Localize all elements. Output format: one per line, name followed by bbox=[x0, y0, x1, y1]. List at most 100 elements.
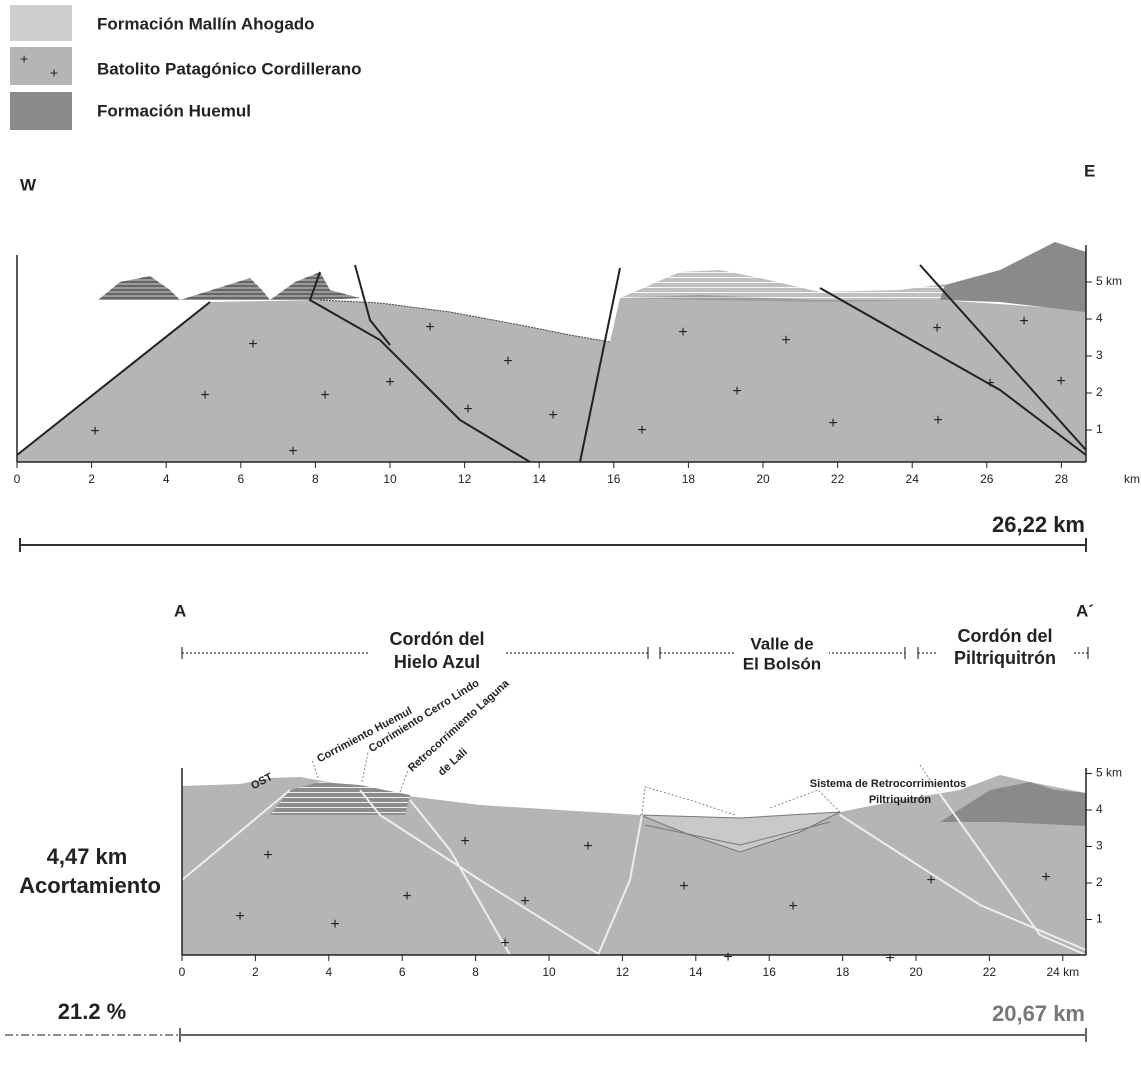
cross-symbol: + bbox=[385, 374, 394, 391]
cross-symbol: + bbox=[1019, 313, 1028, 330]
x-tick-label: 26 bbox=[980, 472, 994, 486]
cross-symbol: + bbox=[460, 833, 469, 850]
section-1 bbox=[17, 242, 1086, 462]
cross-symbol: + bbox=[678, 324, 687, 341]
cross-symbol: + bbox=[933, 412, 942, 429]
cross-symbol: + bbox=[402, 888, 411, 905]
end-label: A´ bbox=[1076, 601, 1094, 620]
cross-symbol: + bbox=[288, 443, 297, 460]
shortening-percent: 21.2 % bbox=[58, 999, 127, 1024]
x-tick-label: 22 bbox=[831, 472, 845, 486]
x-tick-label: 0 bbox=[14, 472, 21, 486]
cross-symbol: + bbox=[235, 908, 244, 925]
x-tick-label: 24 bbox=[906, 472, 920, 486]
legend-label: Formación Huemul bbox=[97, 101, 251, 120]
cross-symbol: + bbox=[637, 422, 646, 439]
x-tick-label: 10 bbox=[383, 472, 397, 486]
cross-symbol: + bbox=[500, 935, 509, 952]
cross-symbol: + bbox=[463, 401, 472, 418]
legend-swatch bbox=[10, 92, 72, 130]
cross-symbol: + bbox=[425, 319, 434, 336]
depth-tick-label: 3 bbox=[1096, 839, 1103, 853]
depth-tick-label: 1 bbox=[1096, 912, 1103, 926]
depth-tick-label: 5 km bbox=[1096, 274, 1122, 288]
x-tick-label: 16 bbox=[763, 965, 777, 979]
fault-label: Sistema de Retrocorrimientos bbox=[810, 778, 967, 790]
cross-symbol: + bbox=[320, 387, 329, 404]
cross-symbol: + bbox=[90, 423, 99, 440]
x-tick-label: 28 bbox=[1055, 472, 1069, 486]
cross-symbol: + bbox=[20, 51, 28, 67]
cross-symbol: + bbox=[200, 387, 209, 404]
fault-label: de Lali bbox=[436, 746, 470, 778]
cross-symbol: + bbox=[248, 336, 257, 353]
x-tick-label: 12 bbox=[616, 965, 630, 979]
cross-symbol: + bbox=[1041, 869, 1050, 886]
cross-symbol: + bbox=[583, 838, 592, 855]
depth-tick-label: 4 bbox=[1096, 311, 1103, 325]
x-tick-label: 4 bbox=[163, 472, 170, 486]
domain-label: Cordón del bbox=[390, 629, 485, 649]
x-tick-label: 0 bbox=[179, 965, 186, 979]
start-label: A bbox=[174, 601, 186, 620]
depth-tick-label: 5 km bbox=[1096, 766, 1122, 780]
x-tick-label: km bbox=[1124, 472, 1140, 486]
x-tick-label: 18 bbox=[836, 965, 850, 979]
cross-symbol: + bbox=[503, 353, 512, 370]
cross-symbol: + bbox=[520, 893, 529, 910]
batholith bbox=[17, 295, 1086, 462]
west-label: W bbox=[20, 175, 37, 194]
cross-symbol: + bbox=[330, 916, 339, 933]
x-tick-label: 8 bbox=[472, 965, 479, 979]
x-tick-label: 20 bbox=[756, 472, 770, 486]
cross-symbol: + bbox=[781, 332, 790, 349]
domain-label: Valle de bbox=[750, 634, 813, 653]
x-tick-label: 8 bbox=[312, 472, 319, 486]
domain-label: El Bolsón bbox=[743, 654, 821, 673]
fault-label: Piltriquitrón bbox=[869, 794, 932, 806]
shortening-value: 4,47 km bbox=[47, 844, 128, 869]
cross-symbol: + bbox=[723, 949, 732, 966]
x-tick-label: 22 bbox=[983, 965, 997, 979]
cross-symbol: + bbox=[985, 375, 994, 392]
x-tick-label: 16 bbox=[607, 472, 621, 486]
cross-symbol: + bbox=[1056, 373, 1065, 390]
depth-tick-label: 2 bbox=[1096, 875, 1103, 889]
legend-label: Formación Mallín Ahogado bbox=[97, 14, 315, 33]
depth-tick-label: 2 bbox=[1096, 385, 1103, 399]
section-length: 20,67 km bbox=[992, 1001, 1085, 1026]
x-tick-label: 4 bbox=[325, 965, 332, 979]
x-tick-label: 20 bbox=[909, 965, 923, 979]
cross-symbol: + bbox=[548, 407, 557, 424]
cross-symbol: + bbox=[885, 950, 894, 967]
domain-label: Piltriquitrón bbox=[954, 648, 1056, 668]
huemul-block bbox=[940, 242, 1086, 312]
x-tick-label: 12 bbox=[458, 472, 472, 486]
hatched-lens bbox=[98, 276, 180, 300]
x-tick-label: 6 bbox=[237, 472, 244, 486]
mallin-lens bbox=[620, 270, 945, 302]
depth-tick-label: 1 bbox=[1096, 422, 1103, 436]
east-label: E bbox=[1084, 161, 1095, 180]
cross-symbol: + bbox=[732, 383, 741, 400]
x-tick-label: 18 bbox=[682, 472, 696, 486]
x-tick-label: 14 bbox=[533, 472, 547, 486]
cross-symbol: + bbox=[263, 847, 272, 864]
shortening-label: Acortamiento bbox=[19, 873, 161, 898]
depth-tick-label: 3 bbox=[1096, 348, 1103, 362]
cross-symbol: + bbox=[50, 65, 58, 81]
x-tick-label: 2 bbox=[88, 472, 95, 486]
x-tick-label: 2 bbox=[252, 965, 259, 979]
x-tick-label: 24 km bbox=[1046, 965, 1079, 979]
section-length: 26,22 km bbox=[992, 512, 1085, 537]
x-tick-label: 10 bbox=[542, 965, 556, 979]
hatched-lens bbox=[180, 278, 270, 300]
cross-symbol: + bbox=[932, 320, 941, 337]
cross-symbol: + bbox=[926, 872, 935, 889]
cross-symbol: + bbox=[788, 898, 797, 915]
legend-swatch bbox=[10, 5, 72, 41]
figure: + + Formación Mallín Ahogado Batolito Pa… bbox=[0, 0, 1141, 1075]
x-tick-label: 14 bbox=[689, 965, 703, 979]
cross-symbol: + bbox=[679, 878, 688, 895]
domain-label: Hielo Azul bbox=[394, 652, 480, 672]
